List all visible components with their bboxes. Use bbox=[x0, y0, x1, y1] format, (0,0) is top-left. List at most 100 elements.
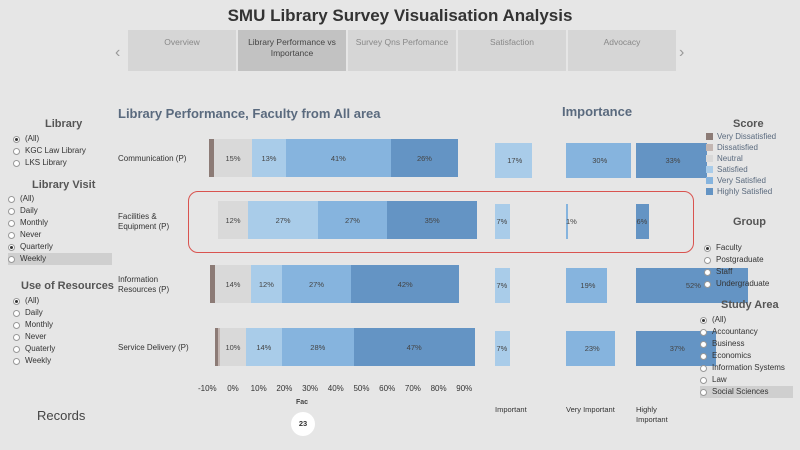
legend-item-dissatisfied[interactable]: Dissatisfied bbox=[706, 142, 776, 153]
importance-column-label-important: Important bbox=[495, 405, 527, 414]
perf-bar-service-delivery-p-satisfied[interactable] bbox=[245, 328, 282, 366]
filter-option-label: Accountancy bbox=[712, 327, 758, 336]
filter-study-area-option-business[interactable]: Business bbox=[700, 338, 793, 350]
filter-library-option-all[interactable]: (All) bbox=[13, 133, 86, 145]
radio-icon[interactable] bbox=[700, 352, 707, 360]
filter-library-visit-option-daily[interactable]: Daily bbox=[8, 205, 112, 217]
importance-bar-communication-p-highly-important[interactable] bbox=[636, 143, 707, 178]
filter-library-option-kgc-law-library[interactable]: KGC Law Library bbox=[13, 145, 86, 157]
radio-icon[interactable] bbox=[13, 357, 20, 365]
radio-icon[interactable] bbox=[704, 280, 711, 288]
radio-icon[interactable] bbox=[700, 340, 707, 348]
filter-option-label: Monthly bbox=[25, 320, 54, 329]
radio-icon[interactable] bbox=[13, 321, 20, 329]
legend-item-very-dissatisfied[interactable]: Very Dissatisfied bbox=[706, 131, 776, 142]
radio-icon[interactable] bbox=[704, 256, 711, 264]
filter-library-visit-option-weekly[interactable]: Weekly bbox=[8, 253, 112, 265]
filter-use-of-resources-option-weekly[interactable]: Weekly bbox=[13, 355, 55, 367]
perf-bar-information-resources-p-very-satisfied[interactable] bbox=[281, 265, 352, 303]
filter-study-area-option-all[interactable]: (All) bbox=[700, 314, 793, 326]
importance-bar-service-delivery-p-important[interactable] bbox=[495, 331, 511, 366]
filter-use-of-resources-option-daily[interactable]: Daily bbox=[13, 307, 55, 319]
filter-option-label: Weekly bbox=[20, 254, 47, 263]
radio-icon[interactable] bbox=[8, 195, 15, 203]
perf-bar-communication-p-very-satisfied[interactable] bbox=[285, 139, 392, 177]
filter-study-area-option-law[interactable]: Law bbox=[700, 374, 793, 386]
importance-bar-information-resources-p-important[interactable] bbox=[495, 268, 511, 303]
radio-icon[interactable] bbox=[8, 219, 15, 227]
importance-bar-information-resources-p-very-important[interactable] bbox=[566, 268, 607, 303]
filter-study-area-option-social-sciences[interactable]: Social Sciences bbox=[700, 386, 793, 398]
legend-item-highly-satisfied[interactable]: Highly Satisfied bbox=[706, 186, 776, 197]
next-tab-arrow-icon[interactable]: › bbox=[679, 44, 685, 61]
filter-library-visit-option-all[interactable]: (All) bbox=[8, 193, 112, 205]
radio-icon[interactable] bbox=[13, 159, 20, 167]
filter-study-area-option-economics[interactable]: Economics bbox=[700, 350, 793, 362]
perf-bar-information-resources-p-neutral[interactable] bbox=[215, 265, 251, 303]
radio-icon[interactable] bbox=[704, 268, 711, 276]
perf-bar-communication-p-very-dissatisfied[interactable] bbox=[208, 139, 214, 177]
filter-group-option-faculty[interactable]: Faculty bbox=[704, 242, 769, 254]
radio-icon[interactable] bbox=[8, 207, 15, 215]
perf-bar-information-resources-p-highly-satisfied[interactable] bbox=[351, 265, 460, 303]
tab-survey-qns-perfomance[interactable]: Survey Qns Perfomance bbox=[347, 29, 457, 72]
perf-bar-information-resources-p-very-dissatisfied[interactable] bbox=[209, 265, 215, 303]
radio-icon[interactable] bbox=[13, 135, 20, 143]
radio-icon[interactable] bbox=[8, 255, 15, 263]
radio-icon[interactable] bbox=[13, 333, 20, 341]
row-label-information-resources: Information Resources (P) bbox=[118, 275, 170, 294]
x-axis-tick-label: 10% bbox=[250, 384, 267, 393]
filter-study-area-option-information-systems[interactable]: Information Systems bbox=[700, 362, 793, 374]
filter-use-of-resources-option-monthly[interactable]: Monthly bbox=[13, 319, 55, 331]
perf-bar-communication-p-highly-satisfied[interactable] bbox=[391, 139, 458, 177]
tab-overview[interactable]: Overview bbox=[127, 29, 237, 72]
radio-icon[interactable] bbox=[700, 376, 707, 384]
perf-bar-service-delivery-p-dissatisfied[interactable] bbox=[217, 328, 221, 366]
filter-group-title: Group bbox=[733, 216, 766, 228]
radio-icon[interactable] bbox=[704, 244, 711, 252]
legend-item-very-satisfied[interactable]: Very Satisfied bbox=[706, 175, 776, 186]
perf-bar-service-delivery-p-highly-satisfied[interactable] bbox=[353, 328, 475, 366]
prev-tab-arrow-icon[interactable]: ‹ bbox=[115, 44, 121, 61]
importance-bar-communication-p-important[interactable] bbox=[495, 143, 532, 178]
tab-library-performance-vs-importance[interactable]: Library Performance vs Importance bbox=[237, 29, 347, 72]
radio-icon[interactable] bbox=[13, 297, 20, 305]
perf-bar-label: 42% bbox=[397, 280, 413, 289]
legend-label: Satisfied bbox=[717, 165, 748, 174]
perf-bar-communication-p-satisfied[interactable] bbox=[252, 139, 286, 177]
filter-study-area-option-accountancy[interactable]: Accountancy bbox=[700, 326, 793, 338]
filter-use-of-resources-option-never[interactable]: Never bbox=[13, 331, 55, 343]
importance-bar-communication-p-very-important[interactable] bbox=[566, 143, 631, 178]
radio-icon[interactable] bbox=[700, 328, 707, 336]
tab-satisfaction[interactable]: Satisfaction bbox=[457, 29, 567, 72]
filter-option-label: (All) bbox=[25, 134, 40, 143]
filter-use-of-resources-option-all[interactable]: (All) bbox=[13, 295, 55, 307]
dashboard-tabs: Overview Library Performance vs Importanc… bbox=[127, 29, 677, 72]
tab-advocacy[interactable]: Advocacy bbox=[567, 29, 677, 72]
perf-bar-service-delivery-p-very-satisfied[interactable] bbox=[281, 328, 354, 366]
radio-icon[interactable] bbox=[13, 309, 20, 317]
radio-icon[interactable] bbox=[700, 316, 707, 324]
filter-library-visit-option-monthly[interactable]: Monthly bbox=[8, 217, 112, 229]
perf-bar-communication-p-neutral[interactable] bbox=[213, 139, 253, 177]
legend-item-satisfied[interactable]: Satisfied bbox=[706, 164, 776, 175]
perf-bar-information-resources-p-satisfied[interactable] bbox=[250, 265, 282, 303]
legend-item-neutral[interactable]: Neutral bbox=[706, 153, 776, 164]
filter-group-option-postgraduate[interactable]: Postgraduate bbox=[704, 254, 769, 266]
filter-library-option-lks-library[interactable]: LKS Library bbox=[13, 157, 86, 169]
filter-library-visit-option-never[interactable]: Never bbox=[8, 229, 112, 241]
importance-bar-service-delivery-p-very-important[interactable] bbox=[566, 331, 616, 366]
perf-bar-service-delivery-p-very-dissatisfied[interactable] bbox=[215, 328, 218, 366]
radio-icon[interactable] bbox=[8, 243, 15, 251]
radio-icon[interactable] bbox=[13, 345, 20, 353]
radio-icon[interactable] bbox=[700, 388, 707, 396]
filter-library-visit-option-quarterly[interactable]: Quarterly bbox=[8, 241, 112, 253]
perf-bar-service-delivery-p-neutral[interactable] bbox=[220, 328, 246, 366]
radio-icon[interactable] bbox=[13, 147, 20, 155]
radio-icon[interactable] bbox=[700, 364, 707, 372]
filter-group-option-undergraduate[interactable]: Undergraduate bbox=[704, 278, 769, 290]
radio-icon[interactable] bbox=[8, 231, 15, 239]
filter-option-label: Staff bbox=[716, 267, 733, 276]
filter-group-option-staff[interactable]: Staff bbox=[704, 266, 769, 278]
filter-use-of-resources-option-quaterly[interactable]: Quaterly bbox=[13, 343, 55, 355]
